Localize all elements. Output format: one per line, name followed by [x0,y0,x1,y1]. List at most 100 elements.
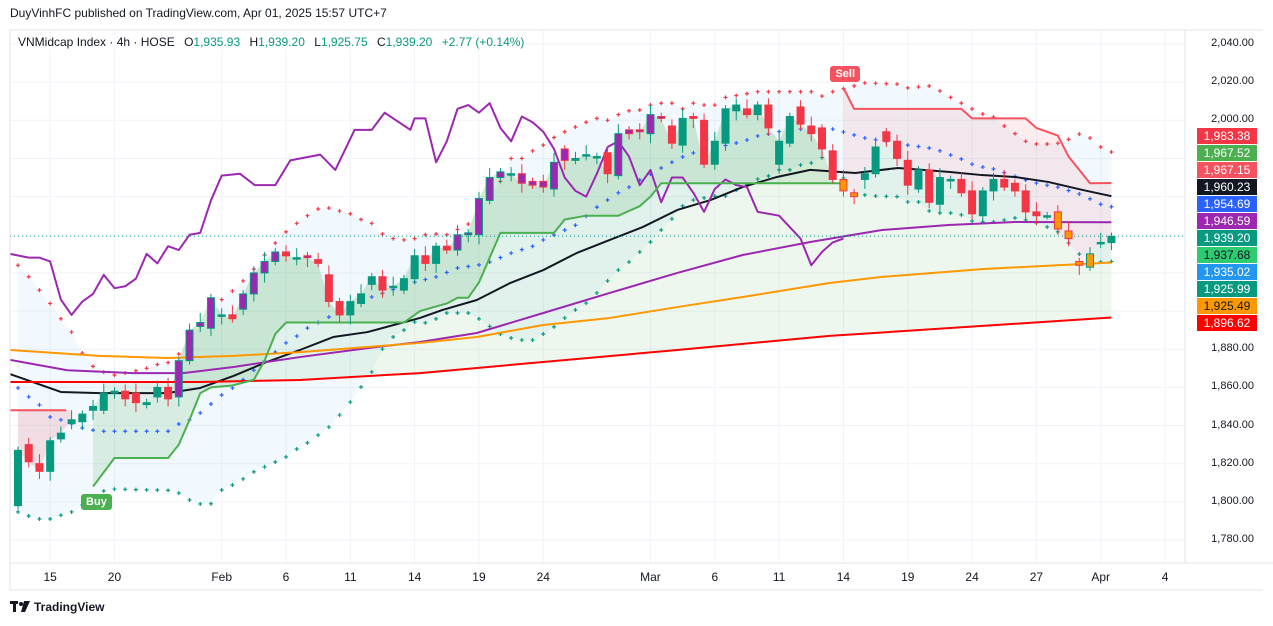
band-dot-upper [573,124,578,129]
candle [153,386,162,398]
candle [710,140,719,165]
band-dot-middle [176,422,181,427]
band-dot-upper [691,101,696,106]
close-value: 1,939.20 [385,35,433,49]
band-dot-middle [862,136,867,141]
ma-black-line [9,167,1112,395]
time-axis-label: 11 [772,570,786,584]
candle [474,198,483,236]
footer-brand[interactable]: TradingView [10,600,104,614]
candle [1053,211,1062,230]
band-dot-middle [369,294,374,299]
change-value: +2.77 (+0.14%) [441,35,525,49]
band-dot-lower [434,316,439,321]
symbol-name[interactable]: VNMidcap Index · 4h · HOSE [18,35,175,49]
band-dot-upper [552,135,556,140]
band-dot-middle [680,154,685,159]
candle [335,301,344,316]
candle [217,314,226,317]
band-dot-lower [391,335,396,340]
band-dot-lower [262,464,267,469]
band-dot-upper [294,221,299,226]
candle [228,314,237,320]
band-dot-middle [91,428,96,433]
price-axis-label: 2,040.00 [1211,37,1254,49]
band-dot-lower [787,167,792,172]
price-tag: 1,939.20 [1197,230,1257,246]
candle [271,251,280,262]
candle [99,392,108,411]
band-dot-upper [401,237,406,242]
band-dot-middle [669,160,674,165]
band-dot-middle [691,150,696,155]
candle [1000,178,1009,188]
band-dot-upper [1077,132,1082,137]
band-dot-middle [573,223,578,228]
candle [324,274,333,303]
band-dot-middle [970,162,975,167]
band-dot-lower [884,194,889,199]
candle [56,432,65,440]
candle [914,169,923,190]
time-axis-label: 24 [536,570,550,584]
band-dot-middle [841,129,846,134]
band-dot-middle [26,394,31,399]
candle [925,169,934,203]
band-fill [18,82,1112,520]
band-dot-lower [916,199,921,204]
band-dot-lower [316,433,321,438]
band-dot-upper [916,84,921,89]
band-dot-lower [466,310,471,315]
symbol-legend: VNMidcap Index · 4h · HOSE O1,935.93 H1,… [18,35,525,49]
candle [507,173,516,176]
band-dot-middle [1098,202,1103,207]
band-dot-lower [1012,215,1017,220]
band-dot-upper [1066,137,1071,142]
price-axis-label: 1,860.00 [1211,380,1254,393]
time-axis-label: 19 [901,570,915,584]
band-dot-lower [541,331,546,336]
candle [174,360,183,398]
band-dot-lower [401,328,406,333]
band-dot-lower [208,501,213,506]
band-dot-middle [444,270,449,275]
band-dot-upper [1109,150,1114,155]
candle [142,402,151,406]
band-dots [16,80,1114,522]
candle [314,259,323,264]
band-dot-middle [326,314,331,319]
ma-orange-line [9,261,1112,360]
ma-red-line [9,316,1112,384]
band-dot-upper [176,352,181,357]
price-tag: 1,925.99 [1197,281,1257,297]
band-dot-middle [991,166,996,171]
band-dot-upper [166,360,171,365]
band-dot-lower [552,324,556,329]
band-dot-lower [58,513,63,518]
band-dot-upper [1045,141,1050,146]
fills [18,82,1112,520]
candle [860,173,869,180]
candle [796,106,805,125]
candle [657,115,666,119]
band-dot-lower [1045,224,1050,229]
band-dot-lower [691,198,696,203]
band-dot-middle [755,133,760,138]
indicator-lines [9,87,1185,488]
band-dot-upper [284,229,288,234]
oscillator-purple-line [9,102,844,316]
price-tag: 1,896.62 [1197,315,1257,331]
band-dot-middle [541,237,546,242]
price-tag: 1,967.52 [1197,145,1257,161]
candle [389,285,398,289]
band-dot-middle [1055,185,1060,190]
price-tag: 1,925.49 [1197,298,1257,314]
time-axis-label: 27 [1029,570,1044,584]
price-axis-label: 2,020.00 [1211,75,1254,88]
band-dot-middle [208,401,213,406]
band-dot-middle [144,429,149,434]
band-dot-lower [970,219,975,224]
band-dot-lower [412,319,417,324]
band-dot-upper [326,206,331,211]
